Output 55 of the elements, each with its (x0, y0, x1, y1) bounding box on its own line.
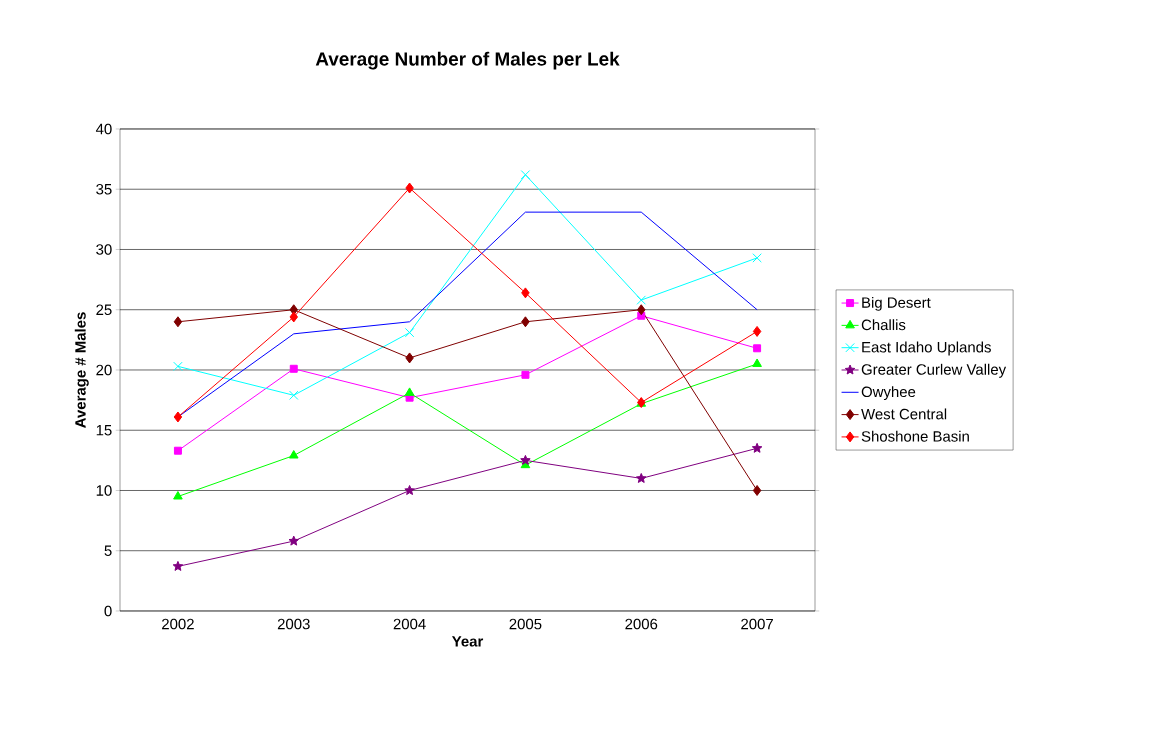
y-tick-label: 25 (96, 304, 112, 316)
point (752, 485, 762, 496)
x-tick-label: 2007 (741, 618, 773, 630)
chart-title: Average Number of Males per Lek (315, 51, 620, 70)
x-tick-label: 2004 (393, 618, 426, 630)
y-tick-label: 10 (96, 485, 112, 496)
legend-label: Big Desert (862, 296, 931, 311)
point (753, 344, 762, 353)
x-axis-title: Year (451, 636, 484, 647)
point (636, 295, 646, 305)
point (520, 454, 531, 465)
point (405, 182, 414, 194)
point (288, 450, 299, 459)
point (752, 325, 762, 337)
y-tick-label: 0 (104, 605, 112, 617)
point (173, 316, 183, 328)
point (289, 390, 299, 401)
point (173, 446, 182, 455)
point (751, 442, 763, 453)
point (636, 472, 647, 483)
point (404, 485, 415, 496)
point (289, 311, 298, 323)
legend-label: Owyhee (861, 386, 916, 401)
point (404, 387, 415, 396)
legend-label: East Idaho Uplands (862, 341, 991, 356)
point (521, 316, 530, 328)
y-tick-label: 5 (104, 545, 112, 556)
point (288, 535, 299, 546)
point (173, 411, 183, 423)
x-tick-label: 2003 (277, 618, 310, 630)
point (173, 361, 183, 372)
point (752, 253, 762, 263)
point (520, 170, 531, 180)
x-tick-label: 2006 (625, 618, 658, 630)
point (637, 304, 646, 316)
legend-label: Challis (861, 319, 906, 331)
y-axis-title: Average # Males (74, 312, 89, 428)
y-tick-label: 20 (96, 364, 112, 376)
point (289, 364, 298, 373)
point (173, 491, 183, 500)
legend-label: Greater Curlew Valley (861, 363, 1007, 378)
legend-label: Shoshone Basin (861, 430, 969, 442)
point (521, 370, 530, 379)
x-tick-label: 2005 (509, 618, 542, 630)
point (404, 327, 415, 338)
point (752, 358, 762, 367)
y-tick-label: 35 (96, 183, 112, 195)
y-tick-label: 15 (96, 425, 112, 436)
x-tick-label: 2002 (162, 618, 194, 630)
point (521, 287, 530, 299)
legend-label: West Central (861, 408, 947, 420)
point (405, 352, 414, 364)
point (172, 560, 184, 571)
y-tick-label: 30 (96, 244, 112, 255)
y-tick-label: 40 (95, 123, 112, 135)
